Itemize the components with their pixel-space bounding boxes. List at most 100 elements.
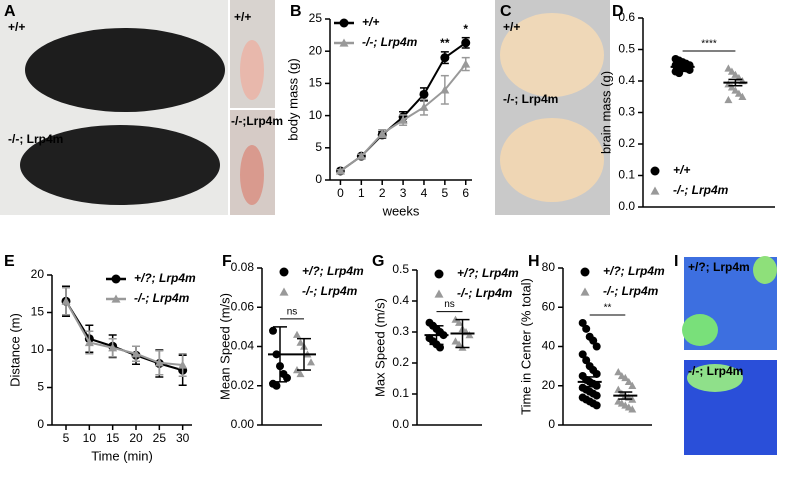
marker [724, 95, 733, 104]
marker [578, 318, 587, 327]
legend-label: +/?; Lrp4m [603, 264, 665, 278]
y-tick-label: 0.0 [618, 199, 635, 213]
legend-marker [279, 267, 289, 277]
mouse [20, 125, 220, 205]
y-tick-label: 0 [548, 417, 555, 431]
marker [592, 342, 601, 351]
marker [621, 373, 630, 382]
y-tick-label: 0.00 [231, 417, 255, 431]
x-tick-label: 6 [462, 186, 469, 200]
marker [269, 326, 277, 335]
y-tick-label: 25 [309, 11, 323, 25]
marker [436, 343, 444, 352]
x-tick-label: 5 [442, 186, 449, 200]
y-tick-label: 0.5 [392, 262, 409, 276]
y-tick-label: 40 [542, 339, 556, 353]
series-line [65, 300, 183, 372]
y-tick-label: 15 [31, 305, 45, 319]
significance: * [463, 22, 468, 36]
marker [451, 337, 460, 345]
y-tick-label: 0.08 [231, 260, 255, 274]
brain [500, 118, 604, 202]
legend-marker [111, 274, 121, 284]
y-tick-label: 20 [542, 378, 556, 392]
marker [419, 102, 429, 111]
y-axis-label: Distance (m) [7, 313, 22, 387]
marker [178, 360, 188, 369]
marker [293, 330, 301, 338]
marker [578, 350, 587, 359]
y-tick-label: 5 [37, 380, 44, 394]
marker [283, 373, 291, 382]
marker [108, 343, 118, 352]
panel-label: E [4, 253, 15, 270]
marker [582, 324, 591, 333]
y-tick-label: 0.3 [392, 324, 409, 338]
y-tick-label: 80 [542, 260, 556, 274]
marker [296, 369, 305, 378]
marker [84, 338, 94, 347]
marker [628, 405, 637, 413]
x-tick-label: 3 [400, 186, 407, 200]
y-axis-label: body mass (g) [285, 58, 300, 140]
panel-label: H [528, 253, 540, 270]
legend-label: -/-; Lrp4m [362, 35, 418, 49]
panel-label: C [500, 3, 512, 20]
x-tick-label: 25 [153, 431, 167, 445]
y-tick-label: 0 [37, 417, 44, 431]
y-tick-label: 0.1 [392, 386, 409, 400]
legend-marker [580, 287, 590, 296]
marker [727, 67, 736, 75]
y-tick-label: 0.5 [618, 42, 635, 56]
y-axis-label: Mean Speed (m/s) [217, 293, 232, 400]
legend-marker [434, 289, 444, 298]
series-line [65, 300, 183, 366]
y-tick-label: 0.4 [392, 293, 409, 307]
photo-label: +/?; Lrp4m [688, 260, 750, 274]
photo-label: +/+ [503, 20, 520, 34]
x-tick-label: 20 [129, 431, 143, 445]
legend-label: +/?; Lrp4m [457, 266, 519, 280]
y-axis-label: brain mass (g) [598, 71, 613, 154]
marker [398, 115, 408, 124]
marker [592, 401, 601, 410]
legend-marker [339, 38, 349, 47]
x-tick-label: 0 [337, 186, 344, 200]
marker [727, 83, 736, 91]
marker [61, 296, 71, 305]
legend-label: -/-; Lrp4m [134, 291, 190, 305]
marker [455, 340, 463, 348]
y-tick-label: 0.3 [618, 105, 635, 119]
y-tick-label: 5 [315, 140, 322, 154]
photo-label: -/-; Lrp4m [503, 92, 558, 106]
legend-label: +/+ [673, 163, 690, 177]
x-tick-label: 5 [63, 431, 70, 445]
x-axis-label: Time (min) [91, 448, 153, 463]
x-axis-label: weeks [382, 203, 420, 218]
panel-label: F [222, 253, 232, 270]
photo-label: -/-; Lrp4m [688, 364, 743, 378]
significance: ns [287, 307, 298, 318]
y-tick-label: 0.06 [231, 299, 255, 313]
y-tick-label: 10 [309, 108, 323, 122]
significance: ns [444, 299, 455, 310]
marker [731, 86, 740, 94]
marker [465, 331, 474, 339]
mouse [25, 28, 225, 112]
marker [307, 358, 315, 366]
legend-label: -/-; Lrp4m [673, 183, 729, 197]
photo-label: +/+ [8, 20, 25, 34]
panel-label: I [674, 253, 678, 270]
legend-label: +/?; Lrp4m [302, 264, 364, 278]
panel-label: A [4, 3, 16, 20]
photo-label: -/-;Lrp4m [231, 114, 283, 128]
legend-marker [111, 294, 121, 303]
significance: **** [701, 39, 717, 50]
legend-marker [650, 186, 660, 195]
y-tick-label: 0 [315, 172, 322, 186]
y-tick-label: 20 [31, 267, 45, 281]
y-tick-label: 0.2 [392, 355, 409, 369]
marker [154, 358, 164, 367]
